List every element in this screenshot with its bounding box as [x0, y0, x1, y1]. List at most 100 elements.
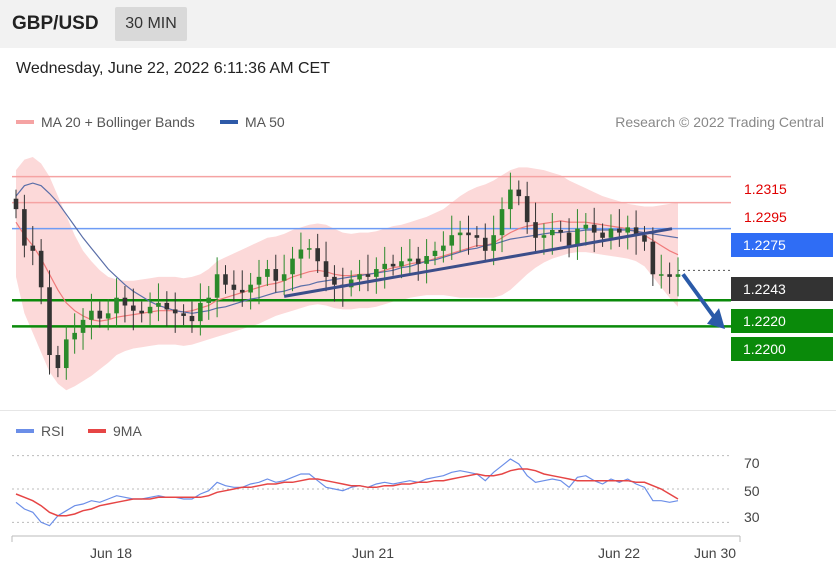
candle-down — [223, 274, 228, 285]
candle-up — [432, 250, 438, 257]
candle-up — [382, 263, 388, 270]
timeframe-button[interactable]: 30 MIN — [115, 7, 187, 41]
rsi-ma-line — [15, 468, 679, 517]
timestamp: Wednesday, June 22, 2022 6:11:36 AM CET — [16, 60, 330, 77]
candle-down — [474, 235, 480, 238]
candle-down — [633, 227, 639, 236]
candle-down — [591, 224, 597, 233]
trendline — [283, 227, 673, 298]
candle-up — [407, 258, 413, 262]
candle-down — [47, 287, 52, 356]
forecast-arrow — [681, 273, 720, 324]
candle-up — [625, 227, 631, 233]
candle-down — [617, 228, 622, 233]
candle-up — [499, 209, 505, 236]
candle-down — [642, 235, 647, 242]
candle-down — [239, 289, 245, 293]
candle-down — [415, 258, 421, 264]
candle-up — [89, 310, 94, 320]
candle-up — [156, 302, 161, 307]
candle-up — [675, 274, 681, 277]
candle-down — [558, 229, 563, 233]
price-chart — [12, 157, 731, 391]
candle-down — [332, 276, 337, 285]
candle-down — [466, 232, 471, 236]
candle-down — [516, 189, 522, 197]
symbol-title: GBP/USD — [12, 13, 99, 34]
candle-down — [650, 241, 656, 275]
level-s1-tag: 1.2220 — [731, 309, 833, 333]
candle-down — [231, 284, 237, 290]
candle-up — [306, 248, 312, 250]
level-r1-label: 1.2295 — [744, 209, 787, 225]
candle-down — [164, 302, 170, 310]
rsi-ma-swatch — [88, 429, 106, 433]
candle-down — [38, 250, 44, 288]
candle-down — [482, 237, 488, 251]
level-pivot-tag: 1.2275 — [731, 233, 833, 257]
candle-up — [281, 274, 287, 281]
candle-down — [30, 245, 36, 251]
candle-up — [198, 302, 203, 322]
candle-down — [122, 297, 128, 306]
candle-up — [114, 297, 119, 314]
candle-up — [374, 269, 379, 277]
candle-down — [533, 222, 538, 238]
ma50-line — [15, 182, 679, 314]
level-s2-tag: 1.2200 — [731, 337, 833, 361]
x-label-jun22: Jun 22 — [598, 545, 641, 561]
candle-up — [80, 319, 86, 333]
candle-down — [273, 269, 279, 281]
x-label-jun21: Jun 21 — [352, 545, 395, 561]
candle-up — [658, 274, 664, 276]
forecast-arrow-head — [707, 308, 725, 329]
legend-rsi-ma-label: 9MA — [113, 423, 142, 439]
candle-down — [667, 274, 672, 277]
x-axis: Jun 18 Jun 21 Jun 22 Jun 30 — [0, 530, 836, 574]
legend-ma20-label: MA 20 + Bollinger Bands — [41, 114, 195, 130]
legend-ma20: MA 20 + Bollinger Bands — [16, 114, 195, 130]
legend-ma50: MA 50 — [220, 114, 285, 130]
candle-up — [265, 269, 270, 277]
ma20-line — [15, 220, 679, 322]
x-label-jun30: Jun 30 — [694, 545, 737, 561]
x-axis-line — [11, 535, 741, 542]
candle-up — [357, 274, 362, 280]
candle-up — [424, 256, 429, 264]
candle-up — [256, 276, 262, 285]
candle-down — [13, 198, 19, 210]
candle-down — [22, 209, 27, 246]
candle-down — [181, 313, 186, 316]
rsi-tick-50: 50 — [744, 483, 760, 499]
candle-up — [491, 235, 496, 251]
candle-up — [105, 313, 111, 319]
header-bar: GBP/USD 30 MIN — [0, 0, 836, 48]
candle-down — [566, 232, 572, 246]
candle-up — [441, 245, 446, 251]
candle-up — [214, 274, 220, 298]
candle-up — [298, 249, 304, 259]
candle-up — [72, 332, 77, 340]
candle-up — [399, 261, 404, 267]
level-r2-label: 1.2315 — [744, 181, 787, 197]
rsi-tick-30: 30 — [744, 509, 760, 525]
candle-down — [172, 309, 178, 314]
candle-up — [290, 258, 295, 275]
rsi-tick-70: 70 — [744, 455, 760, 471]
candle-down — [315, 248, 320, 262]
ma50-swatch — [220, 120, 238, 124]
rsi-chart — [12, 455, 731, 527]
candle-down — [189, 315, 195, 322]
rsi-panel: RSI 9MA 70 50 30 — [0, 410, 836, 541]
candle-down — [600, 232, 605, 238]
candle-up — [63, 339, 69, 369]
candle-down — [97, 310, 103, 319]
candle-up — [541, 235, 547, 238]
candle-up — [608, 228, 614, 238]
candle-up — [508, 189, 513, 210]
rsi-swatch — [16, 429, 34, 433]
candle-down — [365, 274, 371, 277]
candle-down — [139, 310, 144, 314]
candle-up — [575, 228, 580, 246]
legend-rsi-label: RSI — [41, 423, 65, 439]
